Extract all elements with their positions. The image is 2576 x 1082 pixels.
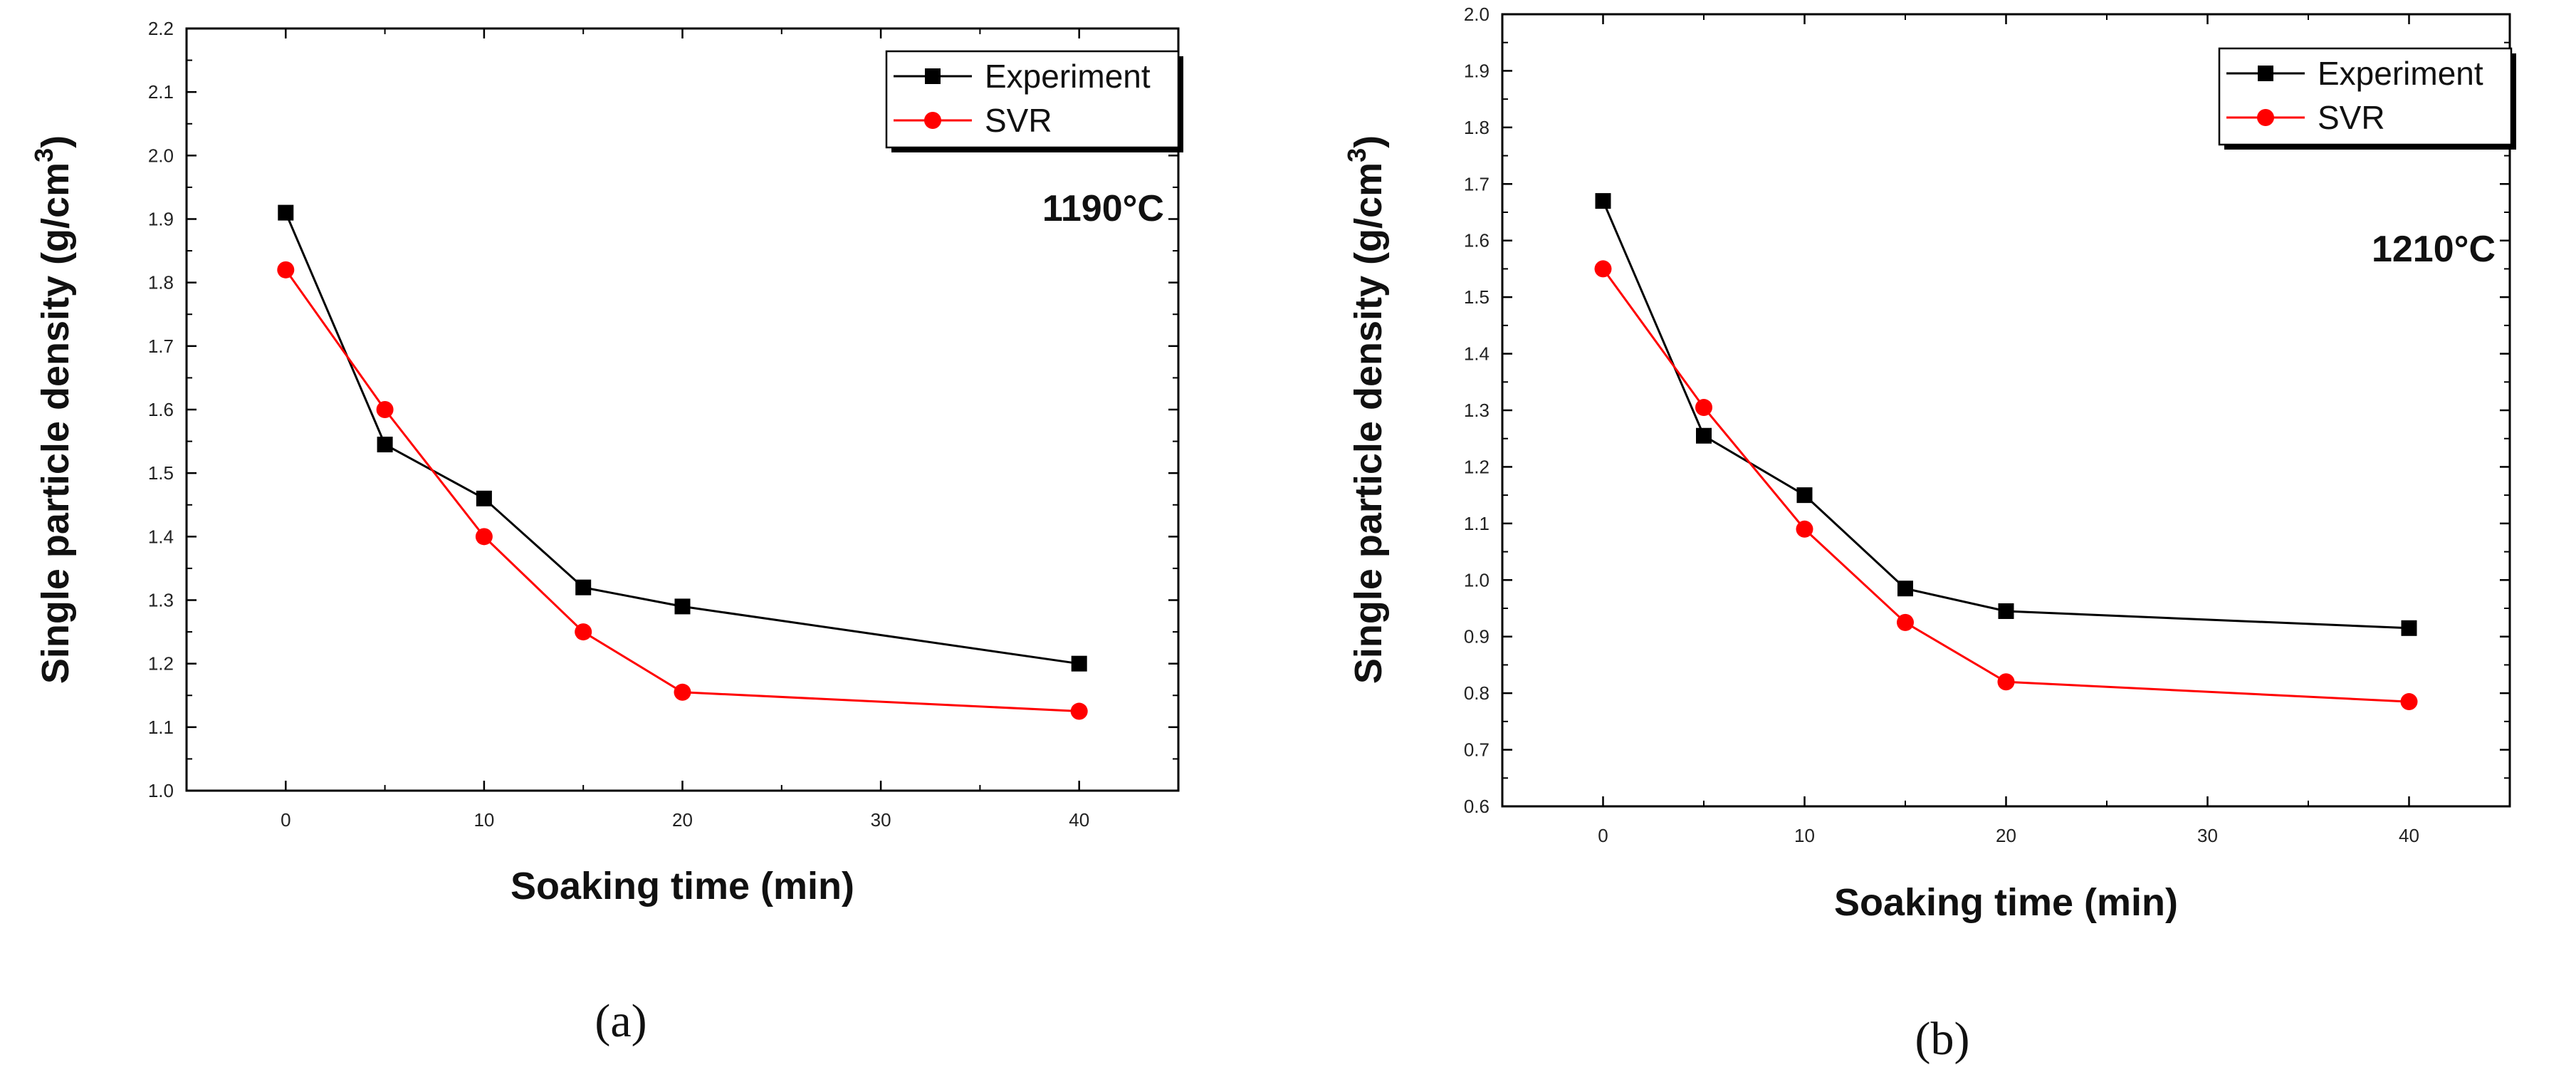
y-tick-label: 1.3 [1464, 400, 1489, 421]
data-point-svr [1897, 613, 1914, 631]
y-tick-label: 1.7 [1464, 173, 1489, 194]
legend-marker [2258, 66, 2273, 81]
y-axis-title-sup: 3 [29, 148, 58, 162]
y-tick-label: 1.3 [148, 590, 174, 611]
y-tick-label: 1.0 [148, 780, 174, 801]
y-tick-label: 2.0 [1464, 4, 1489, 25]
data-point-svr [1997, 673, 2015, 691]
temperature-annotation: 1210°C [2372, 229, 2496, 270]
data-point-svr [1796, 520, 1813, 538]
panel-label: (a) [595, 995, 646, 1047]
data-point-experiment [1796, 487, 1813, 504]
y-axis-title-close: ) [1347, 135, 1390, 148]
series-line-experiment [1602, 200, 2409, 630]
data-point-svr [1070, 702, 1088, 720]
temperature-annotation: 1190°C [1042, 188, 1164, 229]
data-point-svr [674, 683, 691, 701]
y-tick-label: 2.1 [148, 81, 174, 103]
data-point-svr [376, 401, 394, 418]
y-tick-label: 2.0 [148, 145, 174, 166]
y-tick-label: 1.9 [148, 209, 174, 230]
y-axis-title-close: ) [34, 135, 77, 148]
x-tick-label: 40 [1069, 809, 1089, 831]
legend-box [885, 50, 1180, 149]
series-line-experiment [284, 212, 1079, 665]
y-tick-label: 1.8 [148, 272, 174, 293]
y-tick-label: 0.7 [1464, 739, 1489, 761]
x-tick-label: 30 [871, 809, 891, 831]
legend-label: SVR [985, 102, 1052, 139]
x-tick-label: 20 [1996, 825, 2016, 846]
y-tick-label: 1.0 [1464, 569, 1489, 591]
x-tick-label: 10 [1794, 825, 1815, 846]
x-tick-label: 0 [281, 809, 290, 831]
data-point-experiment [1998, 603, 2014, 619]
y-tick-label: 1.1 [1464, 513, 1489, 534]
data-point-experiment [1071, 655, 1087, 672]
legend-box [2218, 47, 2513, 146]
data-point-svr [277, 261, 295, 279]
y-axis-title-main: Single particle density (g/cm [1347, 162, 1390, 684]
y-tick-label: 1.7 [148, 335, 174, 357]
y-tick-label: 1.5 [148, 462, 174, 484]
chart-panel-b: 0.6 0.7 0.8 0.9 1.0 1.1 1.2 1.3 1.4 1.5 1.6 1.7 1.8 1… [1342, 4, 2516, 1065]
legend-label: Experiment [2318, 55, 2483, 92]
y-tick-label: 1.2 [1464, 456, 1489, 477]
series-line-svr [1602, 268, 2409, 703]
legend-label: Experiment [985, 58, 1151, 95]
y-tick-label: 2.2 [148, 18, 174, 39]
x-axis-title: Soaking time (min) [511, 865, 854, 907]
y-tick-label: 1.8 [1464, 117, 1489, 138]
data-point-experiment [1897, 581, 1913, 597]
panel-label: (b) [1915, 1013, 1970, 1065]
y-tick-label: 1.6 [1464, 230, 1489, 251]
legend: Experiment SVR [2218, 47, 2516, 150]
y-tick-label: 0.8 [1464, 682, 1489, 704]
legend: Experiment SVR [885, 50, 1183, 152]
data-point-experiment [278, 204, 294, 221]
x-tick-label: 20 [672, 809, 693, 831]
x-tick-label: 40 [2399, 825, 2419, 846]
x-tick-label: 10 [473, 809, 494, 831]
chart-panel-a: 1.0 1.1 1.2 1.3 1.4 1.5 1.6 1.7 1.8 1.9 2.0 2.1 2.2 0… [29, 18, 1183, 1047]
x-tick-label: 30 [2197, 825, 2218, 846]
data-point-experiment [2401, 620, 2417, 636]
y-tick-label: 1.6 [148, 399, 174, 420]
legend-marker [2257, 109, 2274, 126]
y-axis-title-sup: 3 [1342, 148, 1371, 162]
data-point-experiment [575, 579, 592, 595]
y-tick-label: 0.9 [1464, 626, 1489, 647]
y-axis-title-main: Single particle density (g/cm [34, 162, 77, 684]
series-line-svr [285, 269, 1079, 712]
data-point-svr [2400, 693, 2418, 711]
data-point-experiment [674, 598, 691, 615]
y-axis-title: Single particle density (g/cm3) [1342, 135, 1390, 684]
y-tick-label: 1.1 [148, 717, 174, 738]
y-tick-label: 1.9 [1464, 60, 1489, 81]
y-tick-label: 1.5 [1464, 286, 1489, 308]
y-tick-label: 1.4 [1464, 343, 1489, 365]
legend-label: SVR [2318, 99, 2385, 136]
data-point-svr [575, 623, 592, 641]
data-point-experiment [1595, 193, 1611, 209]
legend-marker [925, 68, 941, 84]
x-axis-title: Soaking time (min) [1834, 881, 2178, 924]
x-tick-label: 0 [1598, 825, 1608, 846]
data-point-experiment [1696, 427, 1712, 444]
data-point-svr [1594, 260, 1612, 278]
data-point-experiment [377, 437, 393, 453]
y-axis-title: Single particle density (g/cm3) [29, 135, 77, 684]
data-point-svr [1695, 399, 1712, 417]
y-tick-label: 1.4 [148, 526, 174, 547]
y-tick-label: 0.6 [1464, 796, 1489, 817]
data-point-experiment [476, 490, 492, 506]
legend-marker [924, 112, 941, 129]
data-point-svr [475, 528, 493, 546]
y-tick-label: 1.2 [148, 653, 174, 675]
